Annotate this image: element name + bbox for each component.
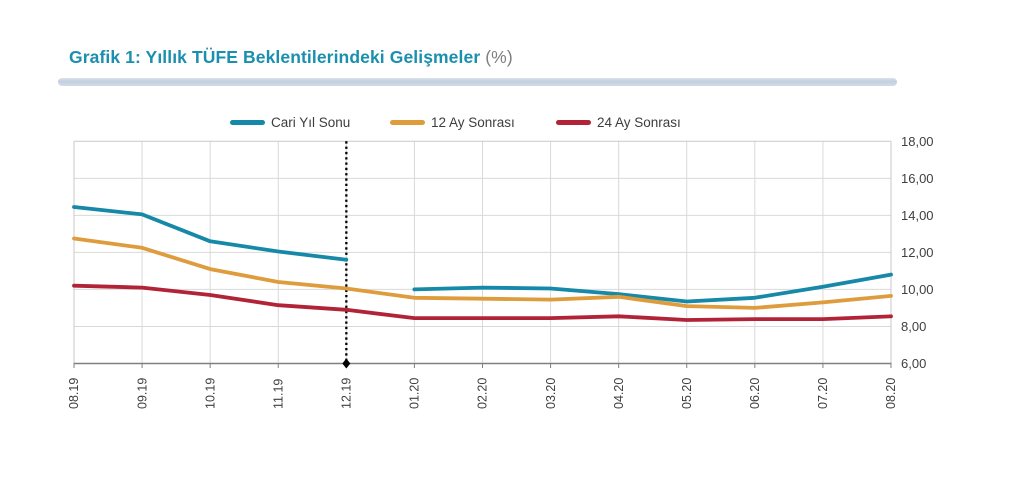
legend-line-swatch-12-ay-sonrasi (390, 119, 425, 125)
legend-line-swatch-cari-yil-sonu (230, 119, 265, 125)
x-axis-labels: 08.19 09.19 10.19 11.19 12.19 01.20 02.20 03.20… (67, 378, 898, 409)
legend-label-cari-yil-sonu: Cari Yıl Sonu (271, 114, 351, 130)
x-axis-label: 06.20 (748, 378, 762, 409)
annotation-vline-12-19 (342, 141, 351, 369)
series-cari-yil-sonu (72, 205, 893, 304)
chart-title: Grafik 1: Yıllık TÜFE Beklentilerindeki … (69, 47, 513, 68)
x-axis-label: 03.20 (544, 378, 558, 409)
legend-item-12-ay-sonrasi: 12 Ay Sonrası (390, 114, 515, 130)
y-axis-label: 12,00 (901, 245, 934, 260)
x-axis-label: 02.20 (476, 378, 490, 409)
y-axis-label: 10,00 (901, 282, 934, 297)
y-axis-label: 8,00 (901, 319, 926, 334)
legend-item-cari-yil-sonu: Cari Yıl Sonu (230, 114, 350, 130)
axes (73, 140, 892, 368)
x-axis-label: 12.19 (340, 378, 354, 409)
y-axis-label: 18,00 (901, 134, 934, 149)
chart-title-text: Grafik 1: Yıllık TÜFE Beklentilerindeki … (69, 47, 481, 67)
legend-line-swatch-24-ay-sonrasi (556, 119, 591, 125)
title-divider-bar (58, 78, 897, 86)
x-axis-label: 08.19 (67, 378, 81, 409)
x-axis-label: 08.20 (884, 378, 898, 409)
y-axis-label: 16,00 (901, 171, 934, 186)
legend-label-12-ay-sonrasi: 12 Ay Sonrası (431, 114, 515, 130)
x-axis-label: 10.19 (203, 378, 217, 409)
legend-item-24-ay-sonrasi: 24 Ay Sonrası (556, 114, 681, 130)
y-axis-label: 6,00 (901, 356, 926, 371)
x-axis-label: 05.20 (680, 378, 694, 409)
x-axis-label: 01.20 (408, 378, 422, 409)
y-axis-labels: 6,00 8,00 10,00 12,00 14,00 16,00 18,00 (901, 134, 934, 371)
x-axis-label: 04.20 (612, 378, 626, 409)
legend-label-24-ay-sonrasi: 24 Ay Sonrası (597, 114, 681, 130)
series-24-ay-sonrasi (72, 283, 893, 322)
annotation-diamond-marker (342, 358, 351, 369)
chart-title-unit: (%) (485, 47, 513, 67)
chart-legend: Cari Yıl Sonu 12 Ay Sonrası 24 Ay Sonras… (0, 114, 1016, 130)
gridlines (74, 141, 891, 364)
x-axis-label: 07.20 (816, 378, 830, 409)
series-12-ay-sonrasi (72, 236, 893, 310)
x-axis-label: 11.19 (271, 379, 285, 409)
x-axis-label: 09.19 (135, 378, 149, 409)
y-axis-label: 14,00 (901, 208, 934, 223)
